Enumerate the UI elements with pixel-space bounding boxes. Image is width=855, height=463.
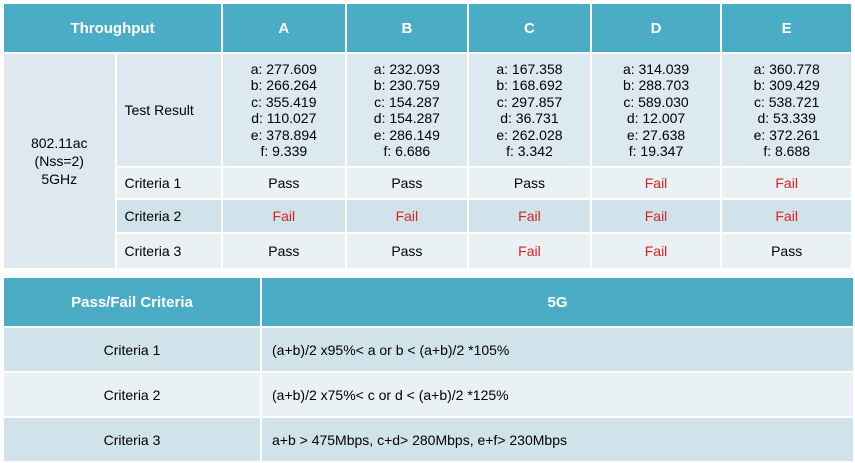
throughput-header-corner: Throughput	[1, 2, 224, 54]
test-result-value: a: 167.358	[496, 60, 563, 77]
test-result-value: c: 355.419	[251, 93, 317, 110]
criteria-3-result-c: Fail	[467, 232, 592, 270]
test-result-value: b: 168.692	[496, 77, 563, 93]
test-result-value: f: 8.688	[763, 143, 811, 159]
criteria-def-row-3: Criteria 3 a+b > 475Mbps, c+d> 280Mbps, …	[2, 416, 855, 463]
criteria-3-result-e: Pass	[720, 232, 853, 270]
test-result-b: a: 232.093 b: 230.759 c: 154.287 d: 154.287…	[344, 52, 470, 168]
test-result-value: b: 288.703	[622, 77, 690, 93]
criteria-2-label: Criteria 2	[114, 198, 224, 234]
test-result-value: f: 19.347	[628, 143, 684, 159]
criteria-1-result-c: Pass	[467, 166, 592, 200]
criteria-1-label: Criteria 1	[114, 166, 224, 200]
test-result-value: e: 27.638	[626, 126, 686, 143]
criteria-2-result-a: Fail	[221, 198, 347, 234]
criteria-3-row: Criteria 3 Pass Pass Fail Fail Pass	[3, 232, 853, 270]
criteria-2-result-e: Fail	[720, 198, 853, 234]
criteria-def-name-1: Criteria 1	[2, 326, 262, 373]
criteria-header-label: Pass/Fail Criteria	[2, 276, 262, 328]
test-result-value: c: 297.857	[496, 93, 563, 110]
technology-standard: 802.11ac	[30, 135, 88, 151]
criteria-1-result-d: Fail	[589, 166, 723, 200]
test-result-value: b: 309.429	[753, 77, 820, 93]
test-result-value: e: 286.149	[373, 126, 440, 143]
test-result-value: a: 232.093	[373, 60, 440, 77]
criteria-2-row: Criteria 2 Fail Fail Fail Fail Fail	[3, 198, 853, 234]
technology-cell: 802.11ac (Nss=2) 5GHz	[2, 52, 117, 270]
test-result-value: e: 378.894	[250, 126, 317, 143]
criteria-table: Pass/Fail Criteria 5G Criteria 1 (a+b)/2…	[2, 276, 855, 463]
criteria-3-result-d: Fail	[589, 232, 723, 270]
technology-band: 5GHz	[41, 171, 78, 187]
criteria-def-desc-1: (a+b)/2 x95%< a or b < (a+b)/2 *105%	[260, 326, 855, 373]
column-header-b: B	[344, 2, 470, 54]
criteria-1-result-e: Fail	[720, 166, 853, 200]
criteria-def-row-1: Criteria 1 (a+b)/2 x95%< a or b < (a+b)/…	[2, 326, 855, 373]
column-header-d: D	[589, 2, 723, 54]
test-result-label: Test Result	[114, 52, 224, 168]
test-result-value: f: 9.339	[260, 143, 308, 159]
criteria-header-band: 5G	[260, 276, 855, 328]
throughput-header-row: Throughput A B C D E	[1, 2, 853, 54]
criteria-def-desc-2: (a+b)/2 x75%< c or d < (a+b)/2 *125%	[260, 371, 855, 418]
criteria-2-result-b: Fail	[344, 198, 470, 234]
test-result-value: e: 262.028	[496, 126, 563, 143]
column-header-a: A	[221, 2, 347, 54]
criteria-1-result-b: Pass	[344, 166, 470, 200]
test-result-value: d: 36.731	[500, 110, 559, 126]
criteria-def-name-3: Criteria 3	[2, 416, 262, 463]
test-result-value: d: 12.007	[626, 110, 686, 126]
test-result-c: a: 167.358 b: 168.692 c: 297.857 d: 36.731 e…	[467, 52, 592, 168]
test-result-e: a: 360.778 b: 309.429 c: 538.721 d: 53.339 e…	[720, 52, 853, 168]
criteria-def-desc-3: a+b > 475Mbps, c+d> 280Mbps, e+f> 230Mbp…	[260, 416, 855, 463]
technology-nss: (Nss=2)	[34, 153, 84, 169]
test-result-d: a: 314.039 b: 288.703 c: 589.030 d: 12.007 e…	[589, 52, 723, 168]
test-result-a: a: 277.609 b: 266.264 c: 355.419 d: 110.027…	[221, 52, 347, 168]
test-result-value: d: 110.027	[251, 110, 317, 126]
criteria-3-label: Criteria 3	[114, 232, 224, 270]
criteria-2-result-c: Fail	[467, 198, 592, 234]
criteria-3-result-a: Pass	[221, 232, 347, 270]
test-result-value: d: 53.339	[757, 110, 816, 126]
test-result-value: e: 372.261	[753, 126, 820, 143]
criteria-header-row: Pass/Fail Criteria 5G	[2, 276, 855, 328]
test-result-value: b: 266.264	[250, 77, 317, 93]
criteria-2-result-d: Fail	[589, 198, 723, 234]
throughput-table: Throughput A B C D E 802.11ac (Nss=2) 5G…	[1, 2, 853, 270]
test-result-value: a: 314.039	[622, 60, 690, 77]
test-result-value: c: 538.721	[753, 93, 820, 110]
column-header-c: C	[467, 2, 592, 54]
test-result-value: b: 230.759	[373, 77, 440, 93]
criteria-3-result-b: Pass	[344, 232, 470, 270]
criteria-def-name-2: Criteria 2	[2, 371, 262, 418]
test-result-value: a: 360.778	[753, 60, 820, 77]
criteria-1-result-a: Pass	[221, 166, 347, 200]
test-result-value: f: 3.342	[506, 143, 553, 159]
column-header-e: E	[720, 2, 853, 54]
test-result-row: 802.11ac (Nss=2) 5GHz Test Result a: 277…	[2, 52, 853, 270]
test-result-value: f: 6.686	[383, 143, 431, 159]
test-result-value: c: 154.287	[374, 93, 440, 110]
criteria-1-row: Criteria 1 Pass Pass Pass Fail Fail	[3, 166, 853, 200]
test-result-value: d: 154.287	[373, 110, 440, 126]
test-result-value: a: 277.609	[250, 60, 317, 77]
test-result-value: c: 589.030	[623, 93, 689, 110]
criteria-def-row-2: Criteria 2 (a+b)/2 x75%< c or d < (a+b)/…	[2, 371, 855, 418]
